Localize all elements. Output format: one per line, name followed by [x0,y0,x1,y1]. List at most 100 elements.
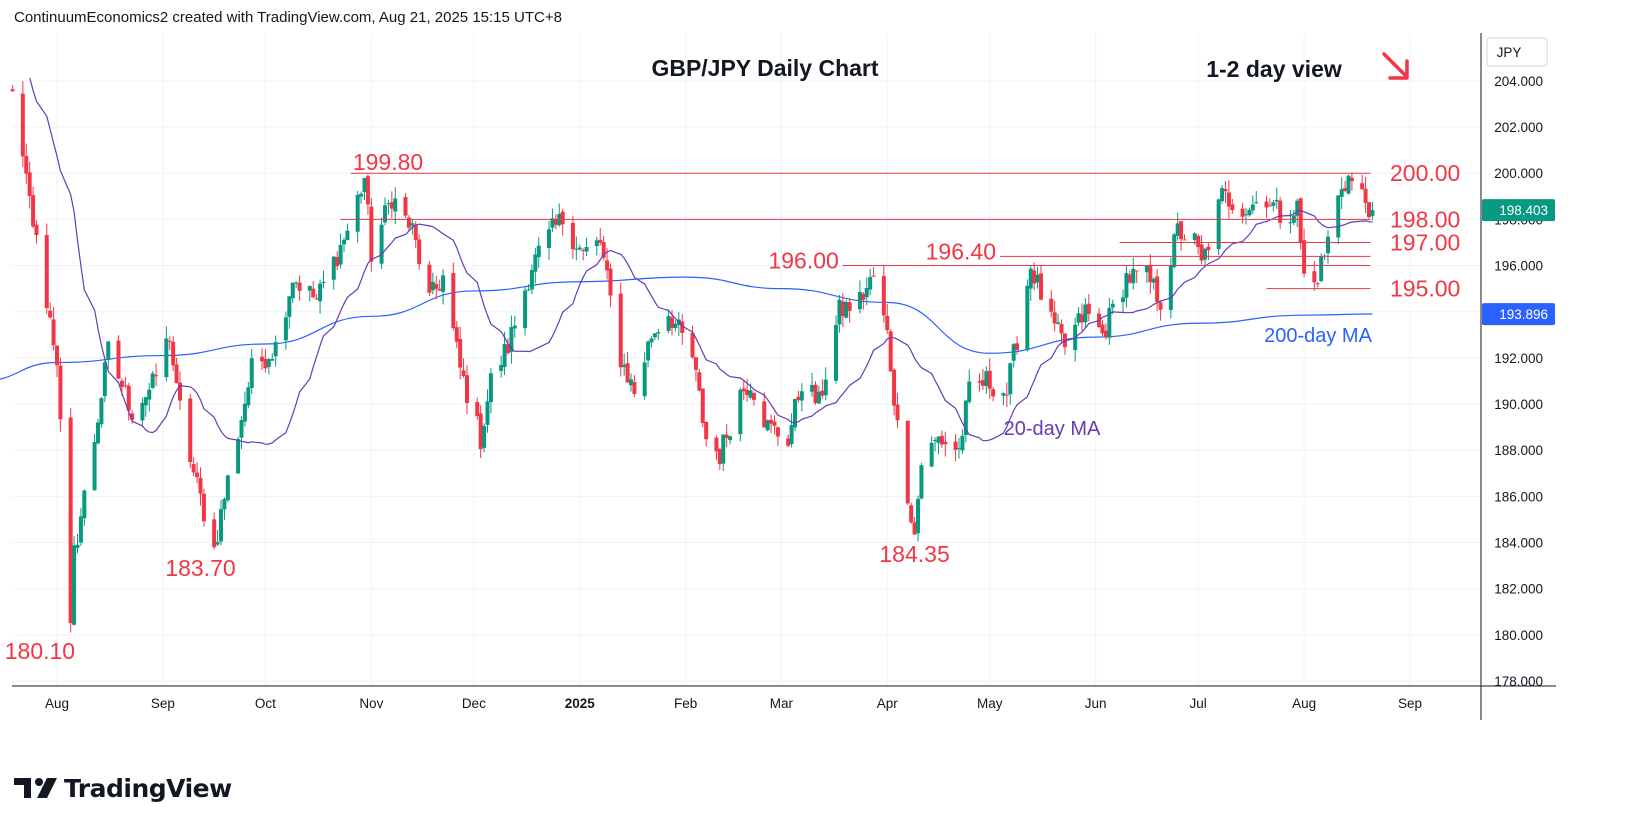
candle-body [957,447,961,449]
candle [622,353,627,376]
candle [1049,290,1054,318]
candle-body [909,505,914,523]
candle [680,313,685,345]
candle-body [51,319,56,346]
candle [403,193,408,218]
candle-body [912,522,917,535]
candle-body [936,436,941,443]
candle-body [1339,189,1344,197]
candle [58,357,63,432]
candle [417,234,422,270]
candle [864,277,869,306]
candle [1274,187,1279,209]
candle [700,388,705,428]
candle-body [246,387,251,406]
candle-body [1151,278,1156,283]
candle-body [34,224,39,236]
candle [844,299,849,319]
candle [741,379,746,400]
candle-body [574,248,579,250]
candle [1278,196,1283,229]
candle-body [1100,324,1105,334]
candle-body [266,359,271,367]
ma200-price-tag: 193.896 [1482,303,1555,326]
candle [225,474,230,503]
candle-body [1278,200,1283,223]
candle [55,345,59,378]
candle [1124,265,1129,308]
candle [1322,253,1327,261]
candle-body [20,93,25,157]
candle [895,392,900,429]
candle-body [1056,322,1061,324]
ma200-layer [0,276,1373,380]
candle-body [796,396,801,401]
candle-body [386,203,391,205]
candle [1059,319,1064,344]
candle-body [823,379,828,396]
candle-body [577,247,582,250]
tradingview-brand[interactable]: TradingView [14,772,232,804]
candle [939,430,944,448]
candle [434,275,439,300]
candle-body [1196,235,1201,248]
candle-body [1271,202,1276,206]
candle [905,420,910,505]
candle-body [154,375,159,377]
candle [536,236,541,268]
candle-body [116,340,121,379]
candle-body [977,381,982,383]
candle [929,436,934,468]
candle [393,187,398,225]
candle-body [885,315,890,331]
candle-body [290,282,295,299]
candle-body [963,400,968,436]
candle-body [195,472,200,478]
candle [1158,300,1163,321]
candle [871,266,876,277]
candle-body [690,332,695,358]
candle [178,371,182,411]
candle [143,396,148,417]
candle [560,208,565,236]
candle [24,143,29,184]
time-tick-label: Jun [1085,696,1107,711]
price-tick-label: 196.000 [1494,259,1543,274]
candle [1367,202,1371,221]
candle-body [478,413,483,450]
candle [823,367,828,401]
candle-body [871,275,876,277]
candle [656,328,661,340]
candle-body [1015,343,1020,350]
time-tick-label: Sep [151,696,175,711]
candle [765,419,770,432]
candle-body [410,223,415,226]
candle [666,309,671,334]
candle-body [1110,303,1115,308]
candle-body [99,398,104,425]
candle [625,351,630,383]
candle [222,497,227,521]
candle [529,264,534,295]
candle [383,197,387,226]
candle-body [1370,210,1375,216]
last-price-tag-bg [1482,199,1555,222]
level-label-200-00: 200.00 [1390,160,1460,186]
candle-body [1367,202,1371,218]
candle [502,331,507,376]
candle-body [553,219,558,225]
candle-body [1175,223,1180,236]
candle-body [618,293,623,368]
candle [1062,333,1067,355]
candle-body [919,465,924,499]
candle-body [362,178,367,193]
last-price-tag-text: 198.403 [1499,203,1548,218]
candle-body [1363,188,1368,203]
candle [1343,181,1348,193]
candle [550,208,555,232]
last-price-tag: 198.403 [1482,199,1555,222]
candle [1267,198,1272,207]
candle [789,413,794,448]
candle-body [75,544,80,549]
